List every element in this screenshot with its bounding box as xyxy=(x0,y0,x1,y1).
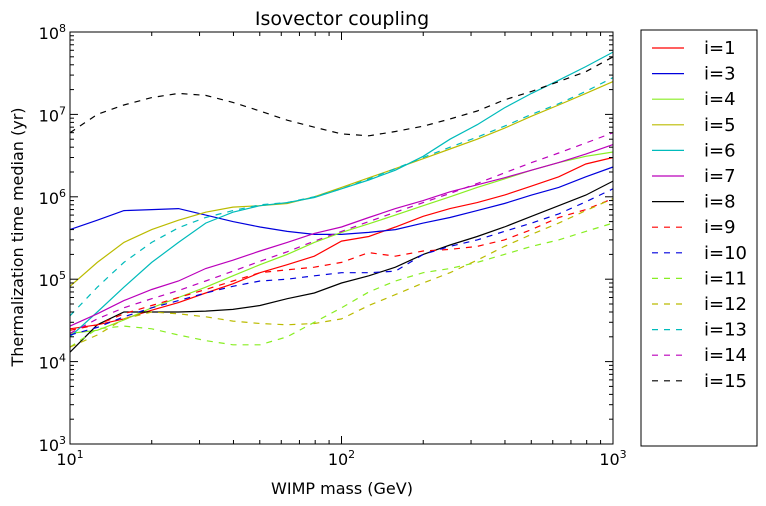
legend-label-i15: i=15 xyxy=(704,371,747,392)
legend-label-i9: i=9 xyxy=(704,217,736,238)
y-tick-label: 105 xyxy=(39,269,66,290)
series-line-i8 xyxy=(69,180,614,353)
legend-label-i11: i=11 xyxy=(704,268,747,289)
series-line-i6 xyxy=(69,51,614,338)
legend-label-i3: i=3 xyxy=(704,64,736,85)
y-tick-label: 103 xyxy=(39,434,66,455)
legend-label-i7: i=7 xyxy=(704,166,736,187)
y-tick-label: 108 xyxy=(39,22,66,43)
series-line-i15 xyxy=(69,56,614,137)
legend-label-i12: i=12 xyxy=(704,294,747,315)
legend-label-i4: i=4 xyxy=(704,89,736,110)
series-line-i3 xyxy=(69,166,614,235)
x-axis-label: WIMP mass (GeV) xyxy=(271,479,413,498)
legend-label-i6: i=6 xyxy=(704,140,736,161)
y-tick-label: 104 xyxy=(39,352,66,373)
series-line-i5 xyxy=(69,81,614,287)
series-line-i11 xyxy=(69,222,614,348)
ticks-layer: 101 102 103 103 104 105 106 107 108 xyxy=(39,22,627,469)
x-tick-label: 102 xyxy=(328,448,355,469)
legend-label-i13: i=13 xyxy=(704,320,747,341)
chart-title: Isovector coupling xyxy=(255,8,429,30)
legend: i=1 i=3 i=4 i=5 i=6 i=7 i=8 i=9 i=10 i=11 i=12 i=13… xyxy=(640,29,758,447)
legend-label-i14: i=14 xyxy=(704,345,747,366)
series-line-i12 xyxy=(69,198,614,348)
y-tick-label: 107 xyxy=(39,104,66,125)
series-layer xyxy=(69,51,614,353)
x-tick-label: 101 xyxy=(56,448,83,469)
series-line-i9 xyxy=(69,198,614,331)
plot-frame xyxy=(69,31,614,445)
legend-label-i8: i=8 xyxy=(704,192,736,213)
y-tick-label: 106 xyxy=(39,187,66,208)
legend-label-i1: i=1 xyxy=(704,38,736,59)
series-line-i7 xyxy=(69,144,614,327)
series-line-i13 xyxy=(69,77,614,317)
y-axis-label: Thermalization time median (yr) xyxy=(8,107,27,367)
series-line-i10 xyxy=(69,188,614,336)
legend-label-i10: i=10 xyxy=(704,243,747,264)
legend-label-i5: i=5 xyxy=(704,115,736,136)
x-tick-label: 103 xyxy=(599,448,626,469)
series-line-i1 xyxy=(69,156,614,330)
series-line-i14 xyxy=(69,132,614,334)
